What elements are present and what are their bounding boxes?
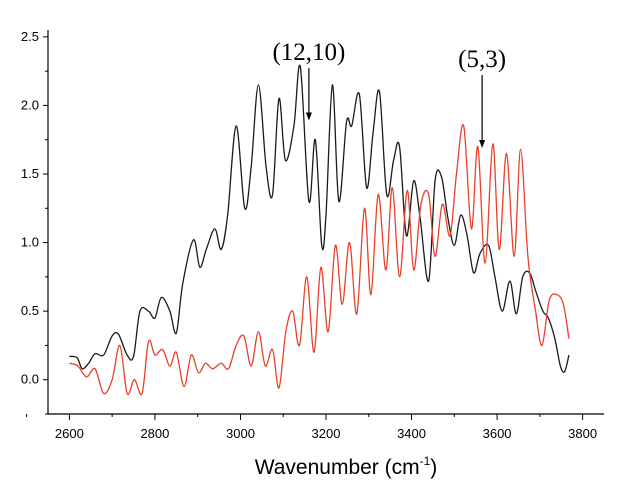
x-tick-label: 3000 <box>226 426 255 441</box>
y-tick-label: 1.5 <box>21 166 39 181</box>
x-tick-label: 2600 <box>55 426 84 441</box>
y-tick-label: 0.5 <box>21 303 39 318</box>
annotation-layer: (12,10) (5,3) <box>272 39 506 148</box>
x-axis-title-superscript: -1 <box>420 454 431 468</box>
x-tick-label: 2800 <box>140 426 169 441</box>
x-tick-label: 3800 <box>568 426 597 441</box>
y-tick-label: 2.5 <box>21 29 39 44</box>
x-axis: 2600 2800 3000 3200 3400 3600 3800 <box>26 413 604 441</box>
x-axis-title-close: ) <box>430 456 437 479</box>
series-red-line <box>69 123 570 396</box>
y-tick-label: 0.0 <box>21 372 39 387</box>
y-tick-label: 2.0 <box>21 97 39 112</box>
x-axis-title-main: Wavenumber (cm <box>255 456 420 479</box>
series-layer <box>69 64 570 396</box>
x-tick-label: 3400 <box>397 426 426 441</box>
annotation-label-12-10: (12,10) <box>272 39 345 66</box>
y-tick-label: 1.0 <box>21 235 39 250</box>
y-axis: 0.0 0.5 1.0 1.5 2.0 2.5 <box>21 29 49 415</box>
annotation-arrow-head <box>305 112 312 121</box>
series-black-line <box>69 64 570 373</box>
x-tick-label: 3600 <box>483 426 512 441</box>
x-axis-title: Wavenumber (cm-1) <box>255 454 438 479</box>
annotation-label-5-3: (5,3) <box>458 46 506 73</box>
annotation-arrow-head <box>479 139 486 148</box>
x-tick-label: 3200 <box>312 426 341 441</box>
